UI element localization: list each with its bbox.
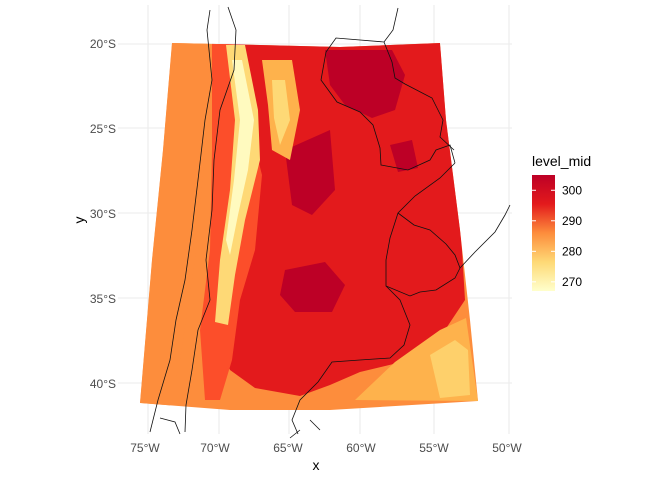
border-argentina-uruguay [385,162,461,297]
legend-label: 280 [562,244,582,258]
legend-ticks: 300 290 280 270 [532,183,582,289]
border-argentina-coast [291,285,411,435]
x-axis-title: x [313,457,320,473]
legend-label: 290 [562,214,582,228]
y-axis-title: y [71,217,87,224]
y-tick-label-40: 40°S [90,377,116,391]
legend-colorbar [532,175,555,291]
raster-field [140,43,478,410]
legend-label: 300 [562,183,582,197]
x-tick-label-55: 55°W [419,441,449,455]
y-axis: 20°S 25°S 30°S 35°S 40°S y [71,37,116,391]
x-tick-label-65: 65°W [273,441,303,455]
legend-label: 270 [562,275,582,289]
border-bolivia-paraguay [320,7,456,171]
x-tick-label-50: 50°W [492,441,522,455]
border-chile-argentina [184,6,237,433]
y-tick-label-20: 20°S [90,37,116,51]
x-tick-label-70: 70°W [200,441,230,455]
x-axis: 75°W 70°W 65°W 60°W 55°W 50°W x [130,441,522,473]
country-borders [149,6,511,439]
y-tick-label-25: 25°S [90,122,116,136]
y-tick-label-35: 35°S [90,292,116,306]
border-coast-west [149,9,213,433]
x-tick-label-60: 60°W [346,441,376,455]
border-chile-south [159,417,321,439]
y-tick-label-30: 30°S [90,207,116,221]
x-tick-label-75: 75°W [130,441,160,455]
border-brazil-coast [459,204,511,269]
legend-title: level_mid [532,153,591,169]
border-paraguay-brazil [383,41,455,151]
legend: level_mid 300 290 280 270 [532,153,591,291]
